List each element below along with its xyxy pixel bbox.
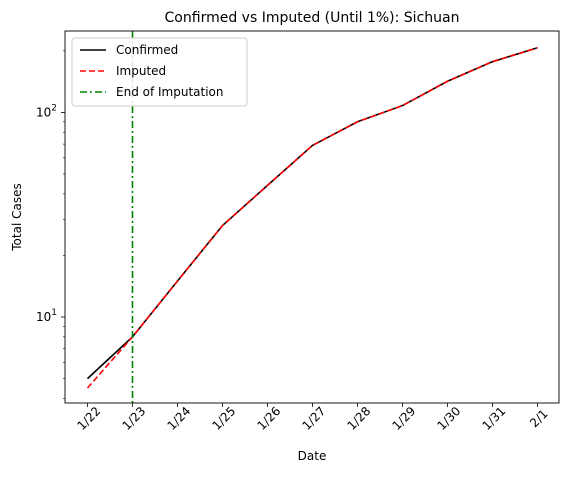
x-tick-label: 1/27 — [299, 404, 328, 433]
y-tick-label: 101 — [36, 308, 57, 324]
legend-label: Confirmed — [116, 43, 178, 57]
axes-layer: 1/22 1/23 1/24 1/25 1/26 1/27 1/28 1/29 1/30 1/31… — [36, 50, 551, 433]
x-tick-label: 1/30 — [434, 404, 463, 433]
x-tick-label: 1/26 — [254, 404, 283, 433]
x-tick-label: 1/29 — [389, 404, 418, 433]
x-tick-label: 1/25 — [209, 404, 238, 433]
x-tick-label: 1/23 — [119, 404, 148, 433]
legend-box — [71, 37, 248, 107]
x-tick-label: 2/1 — [527, 407, 551, 431]
y-axis-label: Total Cases — [10, 183, 24, 251]
legend-label: Imputed — [116, 64, 166, 78]
x-tick-label: 1/22 — [74, 404, 103, 433]
x-tick-label: 1/31 — [479, 404, 508, 433]
plot-frame — [64, 30, 560, 404]
x-axis-label: Date — [298, 449, 327, 463]
chart-title: Confirmed vs Imputed (Until 1%): Sichuan — [165, 10, 460, 26]
series-line-imputed — [86, 47, 538, 389]
legend: Confirmed Imputed End of Imputation — [71, 37, 248, 107]
y-tick-label: 102 — [36, 103, 57, 119]
x-tick-label: 1/28 — [344, 404, 373, 433]
legend-label: End of Imputation — [116, 85, 224, 99]
x-tick-label: 1/24 — [164, 404, 193, 433]
